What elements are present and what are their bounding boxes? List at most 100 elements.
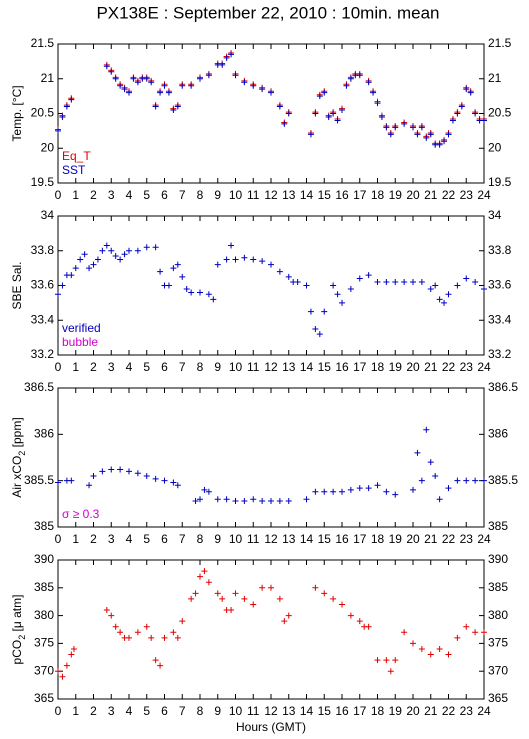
data-point bbox=[467, 89, 474, 96]
data-point bbox=[418, 477, 425, 484]
data-point bbox=[259, 584, 266, 591]
data-point bbox=[228, 607, 235, 614]
x-tick-label: 12 bbox=[264, 532, 278, 546]
data-point bbox=[401, 120, 408, 127]
data-point bbox=[148, 79, 155, 86]
data-point bbox=[414, 449, 421, 456]
data-point bbox=[383, 124, 390, 131]
x-tick-label: 20 bbox=[406, 360, 420, 374]
x-tick-label: 17 bbox=[353, 532, 367, 546]
data-point bbox=[108, 68, 115, 75]
data-point bbox=[121, 251, 128, 258]
plot-frame bbox=[57, 387, 485, 528]
x-tick-label: 11 bbox=[247, 532, 260, 546]
x-tick-label: 3 bbox=[108, 360, 115, 374]
x-tick-label: 22 bbox=[442, 188, 456, 202]
x-tick-label: 9 bbox=[214, 704, 221, 718]
data-point bbox=[312, 488, 319, 495]
y-axis-label: pCO2 [μ atm] bbox=[10, 595, 27, 665]
x-tick-label: 12 bbox=[264, 360, 278, 374]
x-tick-label: 9 bbox=[214, 360, 221, 374]
x-tick-label: 2 bbox=[90, 360, 97, 374]
x-tick-label: 4 bbox=[126, 188, 133, 202]
x-tick-label: 10 bbox=[229, 532, 243, 546]
data-point bbox=[90, 473, 97, 480]
y-axis-label-part: 2 bbox=[17, 635, 27, 640]
data-point bbox=[330, 595, 337, 602]
x-tick-label: 12 bbox=[264, 704, 278, 718]
x-tick-label: 2 bbox=[90, 704, 97, 718]
x-tick-label: 1 bbox=[72, 360, 79, 374]
data-point bbox=[356, 275, 363, 282]
x-tick-label: 2 bbox=[90, 188, 97, 202]
data-point bbox=[285, 273, 292, 280]
data-point bbox=[205, 72, 212, 79]
data-point bbox=[339, 299, 345, 306]
data-point bbox=[192, 498, 199, 505]
data-point bbox=[392, 657, 399, 664]
data-point bbox=[223, 54, 230, 61]
data-point bbox=[285, 612, 292, 619]
x-tick-label: 15 bbox=[318, 532, 332, 546]
data-point bbox=[232, 72, 239, 79]
data-point bbox=[241, 498, 248, 505]
x-axis-label: Hours (GMT) bbox=[236, 720, 306, 734]
data-point bbox=[330, 110, 337, 117]
data-point bbox=[334, 291, 341, 298]
y-axis-label-part: Air xCO bbox=[10, 456, 24, 498]
data-point bbox=[161, 634, 168, 641]
x-tick-label: 14 bbox=[300, 704, 314, 718]
x-tick-label: 20 bbox=[406, 532, 420, 546]
data-point bbox=[152, 103, 159, 110]
data-point bbox=[170, 265, 177, 272]
x-tick-label: 19 bbox=[389, 188, 403, 202]
data-point bbox=[55, 291, 61, 298]
data-point bbox=[365, 623, 372, 630]
y-tick-label: 390 bbox=[34, 552, 54, 566]
x-tick-label: 5 bbox=[143, 532, 150, 546]
data-point bbox=[117, 82, 124, 89]
data-point bbox=[59, 113, 66, 120]
data-point bbox=[241, 595, 248, 602]
data-point bbox=[219, 61, 226, 68]
data-point bbox=[268, 498, 274, 505]
data-point bbox=[481, 117, 487, 124]
x-tick-label: 16 bbox=[335, 532, 349, 546]
data-point bbox=[205, 579, 212, 586]
data-point bbox=[383, 657, 390, 664]
data-point bbox=[77, 256, 84, 263]
x-tick-label: 18 bbox=[371, 360, 385, 374]
data-point bbox=[63, 103, 70, 110]
data-point bbox=[294, 279, 301, 286]
x-tick-label: 21 bbox=[424, 532, 438, 546]
data-point bbox=[250, 256, 257, 263]
data-point bbox=[68, 96, 75, 103]
data-point bbox=[192, 590, 199, 597]
data-point bbox=[228, 51, 235, 58]
data-point bbox=[188, 82, 195, 89]
x-tick-label: 17 bbox=[353, 360, 367, 374]
data-point bbox=[392, 124, 399, 131]
data-point bbox=[401, 629, 408, 636]
data-point bbox=[285, 110, 292, 117]
data-point bbox=[378, 113, 385, 120]
x-tick-label: 24 bbox=[477, 360, 491, 374]
data-point bbox=[179, 618, 186, 625]
x-tick-label: 2 bbox=[90, 532, 97, 546]
y-tick-label: 20.5 bbox=[31, 106, 55, 120]
data-point bbox=[418, 124, 425, 131]
x-tick-label: 16 bbox=[335, 188, 349, 202]
x-tick-label: 24 bbox=[477, 188, 491, 202]
data-point bbox=[117, 256, 124, 263]
y-axis-label: SBE Sal. bbox=[10, 261, 24, 309]
data-point bbox=[165, 282, 172, 289]
legend-label: SST bbox=[62, 163, 86, 177]
y-tick-label: 385 bbox=[34, 580, 54, 594]
data-point bbox=[179, 82, 186, 89]
y-axis-label-part: pCO bbox=[10, 640, 24, 665]
x-tick-label: 4 bbox=[126, 704, 133, 718]
data-point bbox=[143, 75, 150, 82]
y-tick-label: 385 bbox=[488, 580, 508, 594]
y-tick-label: 33.4 bbox=[488, 312, 512, 326]
data-point bbox=[276, 103, 283, 110]
